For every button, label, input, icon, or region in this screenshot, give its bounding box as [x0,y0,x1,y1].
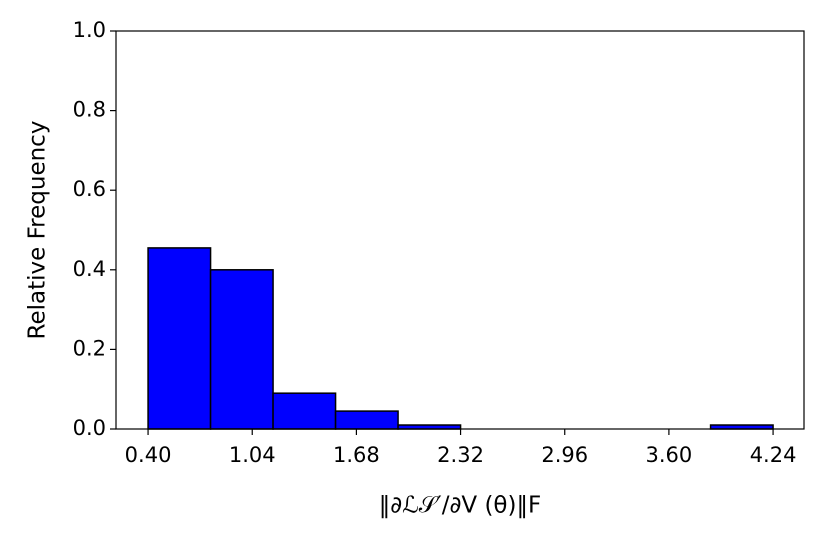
bar [209,269,274,430]
x-tick-label: 0.40 [125,443,172,467]
x-tick-label: 3.60 [646,443,693,467]
bar [334,410,399,430]
y-tick-label: 0.6 [73,177,106,201]
x-tick-label: 4.24 [750,443,797,467]
x-tick-label: 1.04 [229,443,276,467]
x-tick-label: 2.96 [541,443,588,467]
y-tick-label: 0.0 [73,416,106,440]
y-tick-label: 0.4 [73,257,106,281]
bar [147,247,212,430]
y-tick-label: 0.2 [73,336,106,360]
x-tick-label: 1.68 [333,443,380,467]
x-tick-label: 2.32 [437,443,484,467]
y-tick-label: 0.8 [73,98,106,122]
bar [272,392,337,430]
y-axis-label: Relative Frequency [25,121,51,340]
y-tick-label: 1.0 [73,18,106,42]
x-axis-label: ‖∂ℒ𝒮′/∂V (θ)‖F [379,493,541,519]
